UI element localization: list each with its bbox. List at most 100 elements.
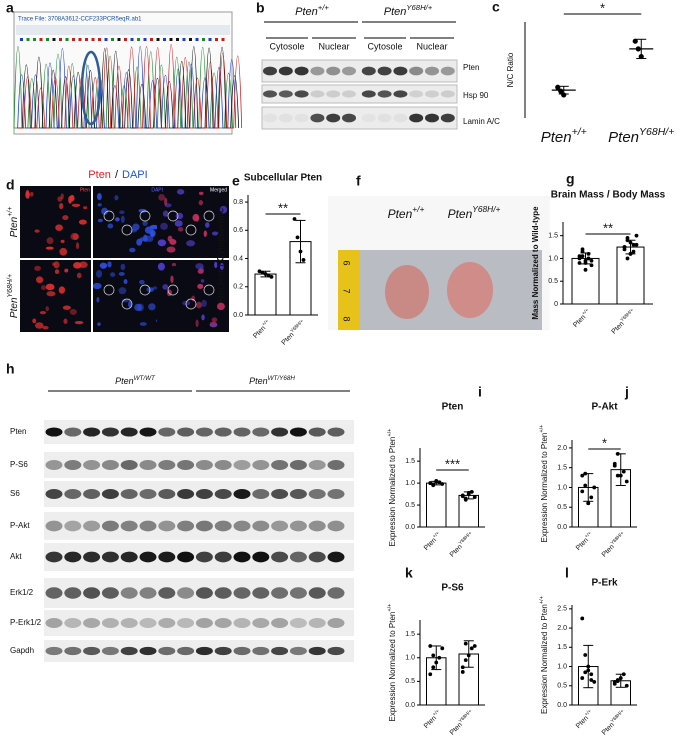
cell — [121, 298, 129, 303]
genotype-label: PtenY68H/+ — [384, 3, 433, 18]
band — [409, 90, 424, 98]
nucleus-outline — [203, 284, 215, 296]
y-tick-label: 1.0 — [405, 480, 415, 487]
band — [233, 427, 251, 437]
cell — [211, 317, 218, 323]
data-point — [628, 240, 633, 245]
y-tick-label: 0.5 — [548, 278, 558, 285]
band — [214, 618, 232, 628]
data-point — [472, 644, 477, 648]
band — [233, 460, 251, 470]
cell — [71, 203, 81, 207]
band — [45, 427, 63, 437]
cell — [158, 193, 165, 201]
band — [409, 113, 424, 123]
band — [120, 427, 138, 437]
cell — [62, 305, 71, 310]
band — [278, 90, 293, 98]
cell — [139, 322, 147, 326]
cell — [197, 283, 204, 289]
band — [308, 460, 326, 470]
base-call — [52, 38, 56, 41]
cell — [220, 262, 224, 271]
cell — [97, 322, 101, 326]
band — [83, 646, 101, 656]
y-tick-label: 0.0 — [557, 702, 567, 709]
band — [308, 551, 326, 563]
data-point — [635, 46, 641, 52]
band — [139, 646, 157, 656]
data-point — [634, 242, 639, 247]
y-tick-label: 1.5 — [557, 465, 567, 472]
protein-label: Hsp 90 — [463, 91, 489, 100]
genotype-label: PtenY68H/+ — [448, 204, 501, 221]
cell — [101, 207, 108, 216]
bar — [426, 482, 447, 528]
band — [101, 460, 119, 470]
band — [271, 460, 289, 470]
significance-label: *** — [445, 456, 460, 471]
y-tick-label: 1.5 — [405, 458, 415, 465]
data-point — [618, 676, 623, 680]
x-tick-label: Pten+/+ — [421, 708, 443, 730]
band — [101, 551, 119, 563]
cell — [142, 220, 148, 226]
data-point — [428, 481, 433, 486]
y-tick-label: 0.0 — [233, 312, 243, 319]
micrograph — [93, 186, 164, 258]
cell — [51, 262, 56, 266]
y-tick-label: 1.5 — [405, 631, 415, 638]
base-call — [156, 38, 160, 41]
band — [101, 427, 119, 437]
data-point — [437, 480, 442, 485]
band — [64, 427, 82, 437]
band — [233, 489, 251, 499]
stain-title: Pten / DAPI — [88, 169, 147, 181]
band — [289, 489, 307, 499]
data-point — [555, 84, 561, 90]
band — [409, 66, 424, 76]
data-point — [463, 497, 468, 502]
chart-title: Pten — [442, 402, 464, 413]
y-tick-label: 0.5 — [405, 678, 415, 685]
x-tick-label: PtenY68H/+ — [447, 708, 475, 736]
cell — [144, 235, 154, 242]
cell — [54, 269, 60, 275]
data-point — [260, 270, 265, 275]
data-point — [631, 242, 636, 247]
group-label: PtenWT/Y68H — [249, 375, 295, 386]
band — [271, 489, 289, 499]
blot — [261, 59, 458, 130]
cell — [42, 325, 49, 330]
band — [158, 489, 176, 499]
band — [45, 489, 63, 499]
cell — [107, 223, 114, 229]
bar — [571, 257, 600, 305]
band — [233, 646, 251, 656]
data-point — [624, 683, 629, 688]
band — [440, 90, 455, 98]
cell — [83, 206, 88, 210]
data-point — [580, 247, 585, 252]
protein-label: P-Akt — [10, 521, 30, 530]
band — [327, 618, 345, 628]
cell — [198, 191, 204, 195]
data-point — [295, 235, 300, 240]
cell — [211, 231, 219, 236]
band — [83, 587, 101, 599]
blot-strip — [261, 84, 458, 104]
cell — [195, 301, 202, 309]
band — [252, 618, 270, 628]
band — [308, 489, 326, 499]
cell — [63, 318, 68, 324]
cell — [139, 237, 145, 242]
x-tick-label: Pten+/+ — [573, 708, 595, 730]
chart-title: P-Erk — [591, 578, 618, 589]
cell — [96, 192, 102, 201]
y-tick-label: 2.0 — [557, 625, 567, 632]
band — [214, 489, 232, 499]
data-point — [631, 249, 636, 254]
y-tick-label: 0.4 — [233, 255, 243, 262]
data-point — [292, 217, 297, 221]
